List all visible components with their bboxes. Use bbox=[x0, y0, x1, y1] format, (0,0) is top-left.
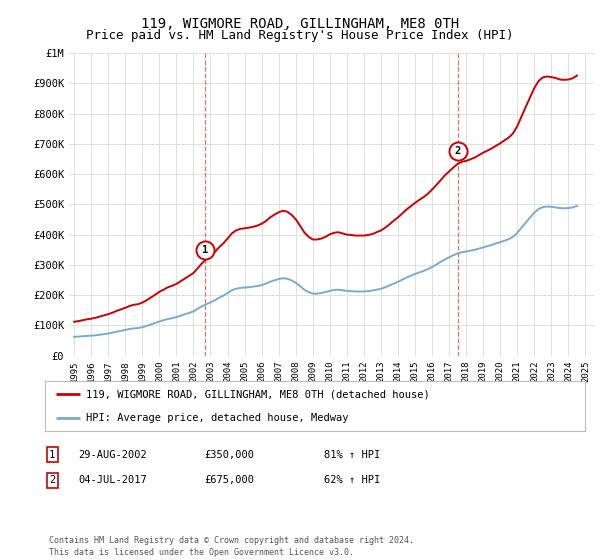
Text: 119, WIGMORE ROAD, GILLINGHAM, ME8 0TH: 119, WIGMORE ROAD, GILLINGHAM, ME8 0TH bbox=[141, 17, 459, 31]
Text: 119, WIGMORE ROAD, GILLINGHAM, ME8 0TH (detached house): 119, WIGMORE ROAD, GILLINGHAM, ME8 0TH (… bbox=[86, 389, 429, 399]
Text: Price paid vs. HM Land Registry's House Price Index (HPI): Price paid vs. HM Land Registry's House … bbox=[86, 29, 514, 42]
Text: £350,000: £350,000 bbox=[204, 450, 254, 460]
Text: 2: 2 bbox=[49, 475, 55, 486]
Text: 04-JUL-2017: 04-JUL-2017 bbox=[78, 475, 147, 486]
Text: 81% ↑ HPI: 81% ↑ HPI bbox=[324, 450, 380, 460]
Text: 29-AUG-2002: 29-AUG-2002 bbox=[78, 450, 147, 460]
Text: Contains HM Land Registry data © Crown copyright and database right 2024.
This d: Contains HM Land Registry data © Crown c… bbox=[49, 536, 414, 557]
Text: HPI: Average price, detached house, Medway: HPI: Average price, detached house, Medw… bbox=[86, 413, 348, 423]
Text: £675,000: £675,000 bbox=[204, 475, 254, 486]
Text: 2: 2 bbox=[455, 147, 461, 156]
Text: 1: 1 bbox=[202, 245, 208, 255]
Text: 1: 1 bbox=[49, 450, 55, 460]
Text: 62% ↑ HPI: 62% ↑ HPI bbox=[324, 475, 380, 486]
